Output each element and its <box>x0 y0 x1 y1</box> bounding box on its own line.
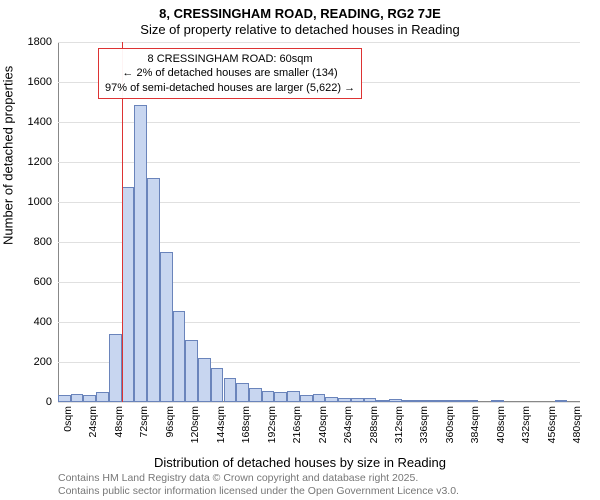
x-tick: 192sqm <box>266 406 278 443</box>
histogram-bar <box>351 398 364 402</box>
annotation-line3: 97% of semi-detached houses are larger (… <box>105 81 355 95</box>
x-tick: 96sqm <box>164 406 176 438</box>
histogram-bar <box>173 311 186 402</box>
x-tick: 312sqm <box>393 406 405 443</box>
histogram-bar <box>160 252 173 402</box>
x-tick: 432sqm <box>520 406 532 443</box>
y-tick: 200 <box>34 356 52 368</box>
histogram-bar <box>287 391 300 402</box>
histogram-bar <box>109 334 122 402</box>
histogram-bar <box>338 398 351 402</box>
x-tick: 72sqm <box>138 406 150 438</box>
y-tick: 1400 <box>28 116 52 128</box>
x-tick: 144sqm <box>215 406 227 443</box>
x-tick: 456sqm <box>546 406 558 443</box>
title-line1: 8, CRESSINGHAM ROAD, READING, RG2 7JE <box>0 6 600 21</box>
histogram-bar <box>236 383 249 402</box>
x-tick: 480sqm <box>571 406 583 443</box>
histogram-bar <box>185 340 198 402</box>
footer-line1: Contains HM Land Registry data © Crown c… <box>58 472 459 485</box>
histogram-bar <box>440 400 453 402</box>
x-tick: 336sqm <box>418 406 430 443</box>
histogram-bar <box>58 395 71 402</box>
footer-text: Contains HM Land Registry data © Crown c… <box>58 472 459 498</box>
y-tick: 400 <box>34 316 52 328</box>
y-axis-line <box>58 42 59 402</box>
histogram-bar <box>389 399 402 402</box>
histogram-bar <box>147 178 160 402</box>
histogram-bar <box>274 392 287 402</box>
annotation-line2: ← 2% of detached houses are smaller (134… <box>105 66 355 80</box>
histogram-bar <box>83 395 96 402</box>
x-axis-label: Distribution of detached houses by size … <box>0 455 600 470</box>
histogram-bar <box>313 394 326 402</box>
x-tick: 240sqm <box>317 406 329 443</box>
histogram-bar <box>134 105 147 402</box>
histogram-bar <box>249 388 262 402</box>
x-tick: 264sqm <box>342 406 354 443</box>
plot-area: 0200400600800100012001400160018000sqm24s… <box>58 42 580 402</box>
annotation-line1: 8 CRESSINGHAM ROAD: 60sqm <box>105 52 355 66</box>
footer-line2: Contains public sector information licen… <box>58 485 459 498</box>
chart-container: 8, CRESSINGHAM ROAD, READING, RG2 7JE Si… <box>0 0 600 500</box>
x-tick: 0sqm <box>62 406 74 432</box>
annotation-box: 8 CRESSINGHAM ROAD: 60sqm← 2% of detache… <box>98 48 362 99</box>
y-tick: 1800 <box>28 36 52 48</box>
histogram-bar <box>491 400 504 402</box>
x-tick: 360sqm <box>444 406 456 443</box>
histogram-bar <box>414 400 427 402</box>
histogram-bar <box>465 400 478 402</box>
histogram-bar <box>427 400 440 402</box>
histogram-bar <box>300 395 313 402</box>
histogram-bar <box>364 398 377 402</box>
y-tick: 600 <box>34 276 52 288</box>
histogram-bar <box>325 397 338 402</box>
histogram-bar <box>71 394 84 402</box>
y-tick: 1200 <box>28 156 52 168</box>
y-tick: 1000 <box>28 196 52 208</box>
x-tick: 24sqm <box>87 406 99 438</box>
histogram-bar <box>262 391 275 402</box>
histogram-bar <box>402 400 415 402</box>
histogram-bar <box>453 400 466 402</box>
x-tick: 120sqm <box>189 406 201 443</box>
gridline-h <box>58 402 580 403</box>
histogram-bar <box>376 400 389 402</box>
x-tick: 384sqm <box>469 406 481 443</box>
histogram-bar <box>555 400 568 402</box>
histogram-bar <box>122 187 135 402</box>
y-axis-label: Number of detached properties <box>1 66 16 245</box>
histogram-bar <box>96 392 109 402</box>
histogram-bar <box>211 368 224 402</box>
x-tick: 216sqm <box>291 406 303 443</box>
gridline-h <box>58 42 580 43</box>
title-line2: Size of property relative to detached ho… <box>0 22 600 37</box>
x-tick: 408sqm <box>495 406 507 443</box>
x-tick: 288sqm <box>368 406 380 443</box>
y-tick: 0 <box>46 396 52 408</box>
histogram-bar <box>224 378 237 402</box>
histogram-bar <box>198 358 211 402</box>
x-tick: 168sqm <box>240 406 252 443</box>
x-tick: 48sqm <box>113 406 125 438</box>
y-tick: 1600 <box>28 76 52 88</box>
y-tick: 800 <box>34 236 52 248</box>
